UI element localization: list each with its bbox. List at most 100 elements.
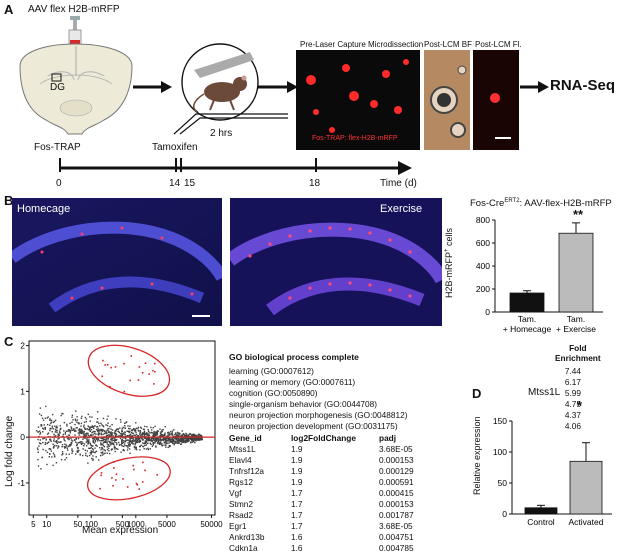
data-point xyxy=(128,442,131,444)
data-point xyxy=(70,429,72,431)
data-point xyxy=(129,439,131,441)
data-point xyxy=(110,437,113,440)
data-point xyxy=(116,428,119,430)
timeline-tick: 15 xyxy=(184,178,196,189)
data-point xyxy=(154,439,156,441)
data-point xyxy=(195,435,198,437)
data-point xyxy=(89,435,91,437)
data-point xyxy=(41,456,43,459)
data-point xyxy=(102,451,104,453)
data-point xyxy=(37,431,39,433)
data-point xyxy=(92,441,94,444)
y-tick-label: 100 xyxy=(493,447,507,457)
data-point xyxy=(111,438,114,440)
data-point xyxy=(40,414,43,417)
data-point xyxy=(85,418,88,420)
data-point xyxy=(45,405,47,408)
data-point xyxy=(106,441,108,443)
data-point xyxy=(156,437,158,439)
data-point xyxy=(86,450,88,452)
data-point xyxy=(99,425,101,427)
data-point xyxy=(50,422,52,424)
data-point xyxy=(87,443,89,445)
data-point xyxy=(182,441,184,443)
data-point xyxy=(169,437,171,439)
highlight-point xyxy=(126,486,129,488)
go-title: GO biological process complete xyxy=(229,352,359,362)
data-point xyxy=(76,451,79,453)
data-point xyxy=(107,422,109,424)
data-point xyxy=(117,428,119,430)
data-point xyxy=(124,440,126,443)
x-tick-label: 10 xyxy=(42,520,51,529)
x-tick-label: 50000 xyxy=(200,520,223,529)
data-point xyxy=(59,432,61,434)
data-point xyxy=(197,435,199,438)
data-point xyxy=(147,437,149,439)
data-point xyxy=(48,456,50,458)
data-point xyxy=(38,445,40,447)
data-point xyxy=(153,435,155,437)
ma-plot-xlabel: Mean expression xyxy=(82,525,159,536)
data-point xyxy=(73,428,75,430)
data-point xyxy=(135,441,137,444)
data-point xyxy=(153,430,155,433)
data-point xyxy=(131,441,134,443)
data-point xyxy=(47,441,49,444)
data-point xyxy=(199,434,201,437)
data-point xyxy=(124,431,126,434)
data-point xyxy=(133,434,135,436)
data-point xyxy=(53,456,56,458)
gene-lfc: 1.9 xyxy=(291,444,303,454)
highlight-point xyxy=(115,479,117,481)
data-point xyxy=(101,437,103,440)
data-point xyxy=(168,434,171,436)
x-tick-label: 5000 xyxy=(158,520,176,529)
data-point xyxy=(150,438,152,440)
data-point xyxy=(85,452,87,455)
data-point xyxy=(78,431,81,433)
data-point xyxy=(180,443,183,445)
virus-label: AAV flex H2B-mRFP xyxy=(28,4,120,15)
data-point xyxy=(85,433,87,435)
data-point xyxy=(135,422,137,424)
data-point xyxy=(135,429,137,432)
data-point xyxy=(101,429,103,431)
data-point xyxy=(186,441,189,443)
data-point xyxy=(115,433,118,436)
data-point xyxy=(142,442,144,444)
highlight-point xyxy=(156,474,158,476)
data-point xyxy=(159,438,162,440)
data-point xyxy=(114,431,116,433)
y-tick-label: 150 xyxy=(493,416,507,426)
data-point xyxy=(135,447,137,449)
homecage-image xyxy=(12,198,222,326)
highlight-point xyxy=(123,390,126,393)
data-point xyxy=(180,434,183,437)
data-point xyxy=(128,430,130,433)
data-point xyxy=(160,431,162,433)
data-point xyxy=(64,443,66,445)
data-point xyxy=(185,438,187,440)
data-point xyxy=(105,439,107,441)
data-point xyxy=(51,431,53,433)
data-point xyxy=(143,437,146,439)
data-point xyxy=(103,432,106,435)
data-point xyxy=(198,439,200,441)
data-point xyxy=(71,448,73,450)
data-point xyxy=(101,454,104,456)
data-point xyxy=(97,421,99,423)
data-point xyxy=(117,448,119,450)
data-point xyxy=(86,438,88,440)
data-point xyxy=(158,442,160,444)
data-point xyxy=(93,427,95,429)
gene-id: Tnfrsf12a xyxy=(229,466,265,476)
data-point xyxy=(73,430,76,432)
data-point xyxy=(45,438,47,440)
data-point xyxy=(106,418,108,420)
data-point xyxy=(85,420,87,423)
y-tick-label: -1 xyxy=(17,478,25,488)
data-point xyxy=(63,437,65,439)
data-point xyxy=(90,452,92,455)
data-point xyxy=(152,435,154,437)
